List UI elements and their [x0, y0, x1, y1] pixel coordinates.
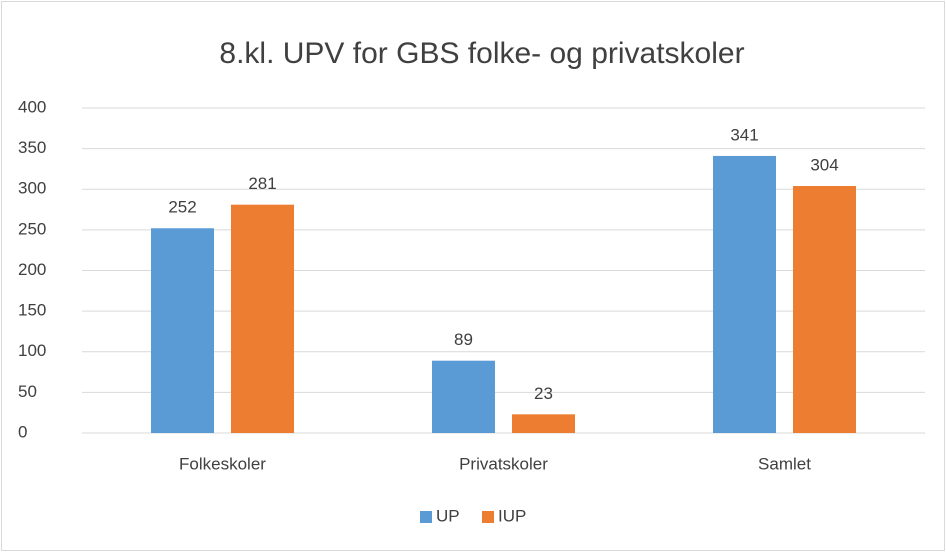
bar [432, 360, 495, 433]
data-label: 23 [534, 384, 553, 403]
legend-swatch [420, 511, 432, 523]
data-label: 252 [168, 198, 196, 217]
x-tick-label: Samlet [758, 454, 811, 473]
y-tick-label: 250 [18, 219, 46, 238]
y-tick-label: 150 [18, 301, 46, 320]
data-label: 89 [454, 330, 473, 349]
bar [512, 414, 575, 433]
bar [713, 155, 776, 433]
y-tick-label: 200 [18, 260, 46, 279]
legend-label: UP [436, 506, 460, 525]
legend-swatch [482, 511, 494, 523]
x-tick-label: Privatskoler [459, 454, 548, 473]
y-tick-label: 400 [18, 97, 46, 116]
legend-label: IUP [498, 506, 526, 525]
y-tick-label: 50 [18, 382, 37, 401]
y-tick-label: 350 [18, 138, 46, 157]
bar [793, 186, 856, 433]
data-label: 281 [248, 174, 276, 193]
data-label: 341 [730, 125, 758, 144]
y-tick-label: 100 [18, 341, 46, 360]
y-tick-label: 300 [18, 179, 46, 198]
y-tick-label: 0 [18, 422, 27, 441]
bar [231, 204, 294, 433]
data-label: 304 [810, 155, 838, 174]
bar [151, 228, 214, 433]
chart-title: 8.kl. UPV for GBS folke- og privatskoler [219, 37, 744, 70]
x-tick-label: Folkeskoler [179, 454, 266, 473]
